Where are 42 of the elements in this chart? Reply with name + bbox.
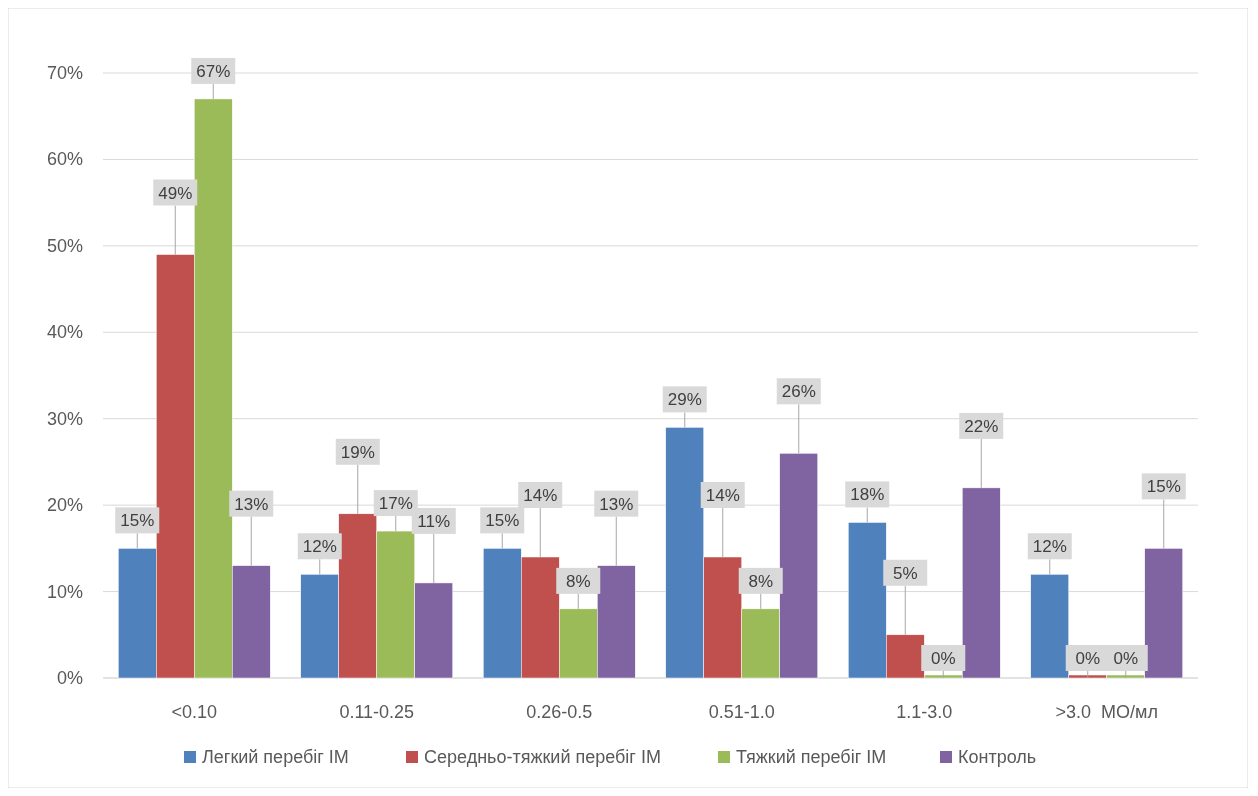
x-tick-label: >3.0 МО/мл: [1055, 702, 1158, 722]
data-label: 8%: [565, 571, 591, 591]
data-label: 12%: [1032, 537, 1067, 557]
legend-label: Контроль: [958, 747, 1037, 767]
data-label: 18%: [850, 485, 885, 505]
y-tick-label: 20%: [46, 495, 83, 516]
data-label: 15%: [485, 511, 520, 531]
y-tick-label: 30%: [46, 408, 83, 429]
data-label: 22%: [964, 416, 999, 436]
data-label: 13%: [234, 494, 269, 514]
data-label: 19%: [340, 442, 375, 462]
y-tick-label: 60%: [46, 149, 83, 170]
data-label: 15%: [1146, 477, 1181, 497]
y-tick-label: 40%: [46, 322, 83, 343]
data-label: 49%: [158, 183, 193, 203]
data-label: 14%: [705, 486, 740, 505]
data-label: 11%: [417, 511, 451, 531]
x-tick-label: 0.51-1.0: [708, 702, 775, 722]
data-label: 67%: [196, 61, 231, 81]
data-label: 13%: [599, 494, 634, 514]
data-label: 5%: [892, 563, 918, 583]
data-label: 14%: [523, 486, 558, 505]
data-label: 0%: [1075, 649, 1101, 668]
x-tick-label: 0.26-0.5: [526, 702, 593, 722]
data-label: 0%: [1113, 649, 1139, 668]
legend-label: Легкий перебіг ІМ: [202, 747, 349, 767]
y-tick-label: 10%: [46, 581, 83, 602]
y-tick-label: 50%: [46, 235, 83, 256]
legend-label: Середньо-тяжкий перебіг ІМ: [424, 747, 661, 767]
data-label: 29%: [667, 390, 702, 410]
x-tick-label: 0.11-0.25: [339, 702, 415, 722]
y-tick-label: 0%: [56, 668, 83, 688]
x-tick-label: 1.1-3.0: [896, 702, 953, 722]
data-label: 8%: [748, 571, 774, 591]
data-label: 0%: [930, 649, 956, 668]
y-tick-label: 70%: [46, 63, 83, 83]
data-label: 17%: [378, 494, 413, 514]
data-label: 15%: [120, 511, 155, 531]
x-tick-label: <0.10: [171, 702, 218, 722]
legend-label: Тяжкий перебіг ІМ: [736, 747, 887, 767]
data-label: 26%: [781, 382, 816, 402]
data-label: 12%: [302, 537, 337, 557]
